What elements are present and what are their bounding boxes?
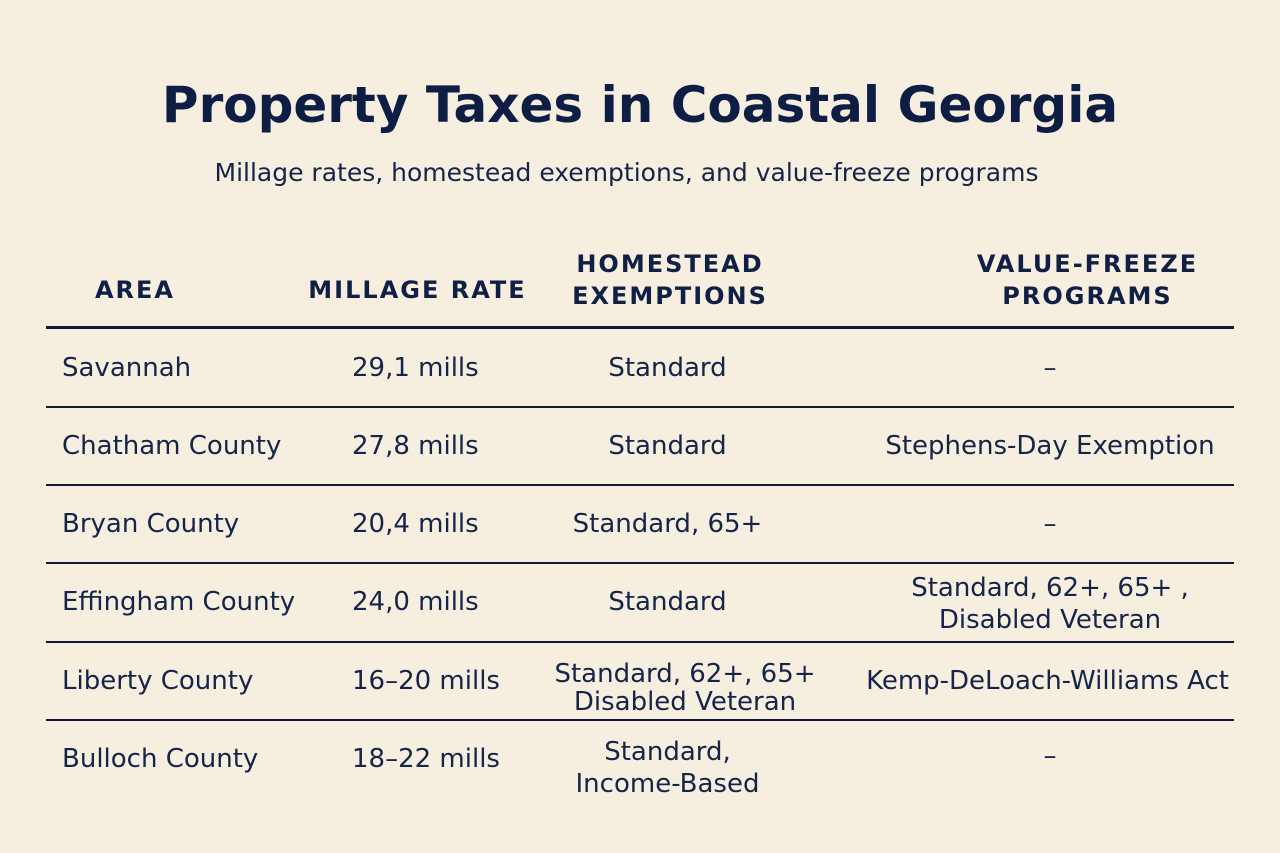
cell-millage-rate: 18–22 mills (352, 744, 500, 774)
row-divider (46, 406, 1234, 408)
cell-value-freeze: Stephens-Day Exemption (850, 430, 1250, 462)
column-header-millage-rate: MILLAGE RATE (305, 274, 530, 306)
cell-value-freeze: Kemp-DeLoach-Williams Act (845, 665, 1250, 697)
cell-value-freeze-line: Disabled Veteran (938, 605, 1162, 635)
cell-millage-rate: 16–20 mills (352, 666, 500, 696)
column-header-value-freeze-line1: VALUE-FREEZE (976, 250, 1199, 278)
column-header-value-freeze-programs: VALUE-FREEZE PROGRAMS (965, 248, 1210, 312)
cell-value-freeze-line: – (1043, 509, 1057, 539)
cell-homestead-line: Standard, 65+ (572, 509, 763, 539)
cell-value-freeze: – (850, 508, 1250, 540)
cell-area: Liberty County (62, 666, 254, 696)
cell-homestead-line: Standard (608, 353, 727, 383)
cell-homestead-line: Standard, 62+, 65+ (554, 659, 816, 689)
cell-homestead-line: Standard, (604, 737, 731, 767)
cell-millage-rate: 20,4 mills (352, 509, 479, 539)
cell-value-freeze-line: Standard, 62+, 65+ , (911, 573, 1189, 603)
row-divider (46, 484, 1234, 486)
cell-area: Chatham County (62, 431, 282, 461)
cell-value-freeze: – (850, 352, 1250, 384)
cell-value-freeze-line: – (1043, 353, 1057, 383)
cell-area: Savannah (62, 353, 192, 383)
cell-homestead: Standard, 62+, 65+ Disabled Veteran (535, 658, 835, 718)
cell-millage-rate: 24,0 mills (352, 587, 479, 617)
cell-area: Bryan County (62, 509, 240, 539)
cell-homestead: Standard (540, 430, 795, 462)
column-header-area-label: AREA (94, 276, 176, 304)
cell-homestead-line: Standard (608, 587, 727, 617)
cell-homestead: Standard (540, 586, 795, 618)
cell-value-freeze-line: Kemp-DeLoach-Williams Act (866, 666, 1229, 696)
row-divider (46, 562, 1234, 564)
column-header-homestead-line1: HOMESTEAD (576, 250, 764, 278)
cell-millage-rate: 29,1 mills (352, 353, 479, 383)
column-header-homestead-line2: EXEMPTIONS (572, 282, 768, 310)
cell-value-freeze-line: Stephens-Day Exemption (885, 431, 1215, 461)
row-divider (46, 641, 1234, 643)
page-title: Property Taxes in Coastal Georgia (161, 76, 1119, 134)
cell-area: Bulloch County (62, 744, 259, 774)
cell-homestead: Standard, Income-Based (540, 736, 795, 800)
cell-value-freeze-line: – (1043, 741, 1057, 771)
cell-value-freeze: – (850, 740, 1250, 772)
cell-homestead: Standard, 65+ (540, 508, 795, 540)
cell-millage-rate: 27,8 mills (352, 431, 479, 461)
column-header-value-freeze-line2: PROGRAMS (1002, 282, 1173, 310)
column-header-homestead-exemptions: HOMESTEAD EXEMPTIONS (555, 248, 785, 312)
column-header-millage-rate-label: MILLAGE RATE (308, 276, 527, 304)
cell-homestead-line: Standard (608, 431, 727, 461)
column-header-area: AREA (60, 274, 210, 306)
cell-homestead-line: Disabled Veteran (573, 687, 797, 717)
page-subtitle: Millage rates, homestead exemptions, and… (214, 158, 1039, 187)
cell-value-freeze: Standard, 62+, 65+ , Disabled Veteran (850, 572, 1250, 636)
header-divider (46, 326, 1234, 329)
row-divider (46, 719, 1234, 721)
cell-homestead-line: Income-Based (575, 769, 760, 799)
cell-area: Effingham County (62, 587, 296, 617)
cell-homestead: Standard (540, 352, 795, 384)
